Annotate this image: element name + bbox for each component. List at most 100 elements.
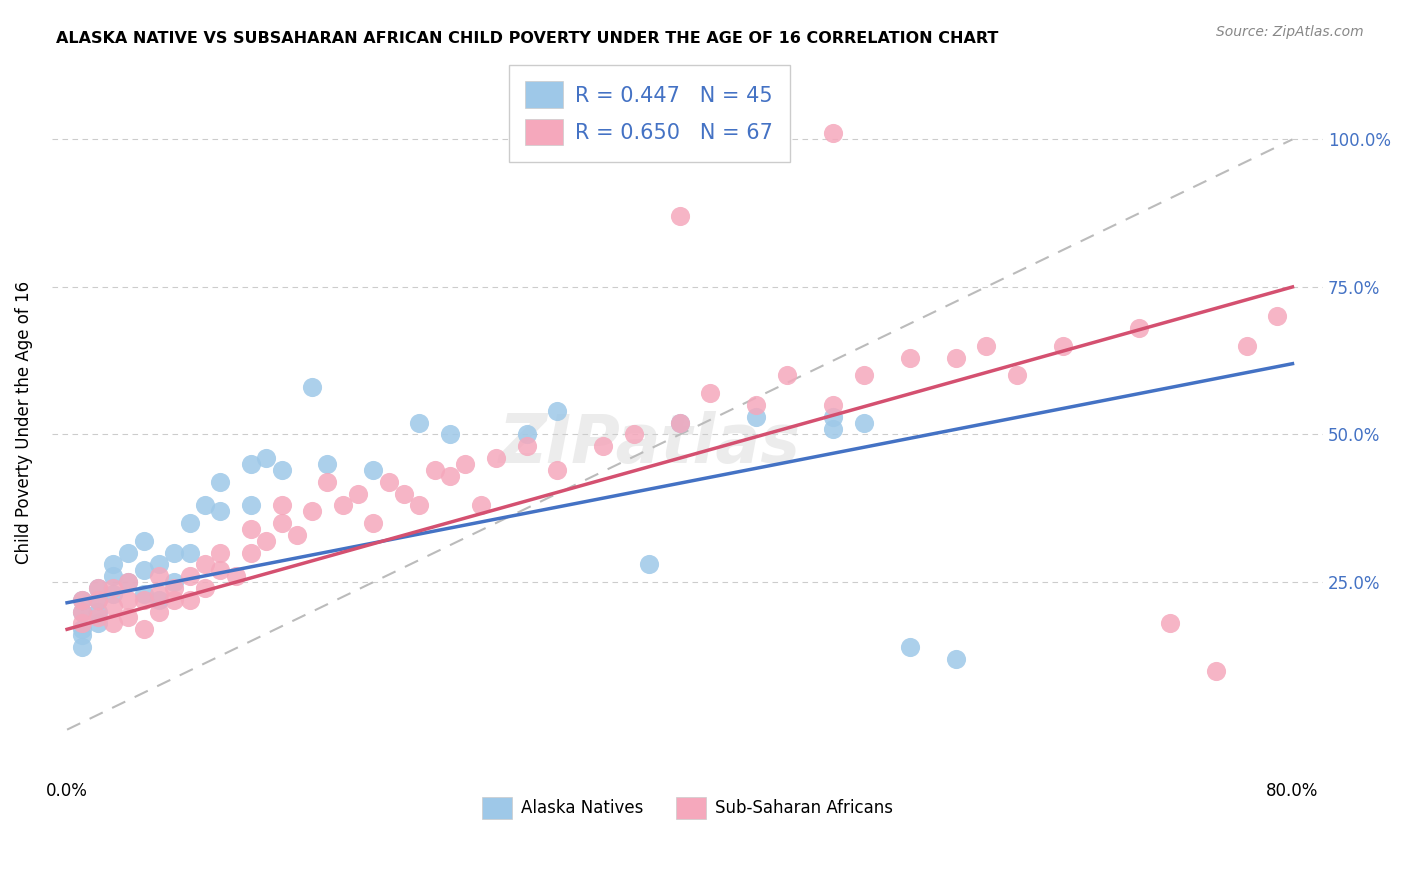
Point [821,409,844,424]
Text: Source: ZipAtlas.com: Source: ZipAtlas.com [1216,25,1364,39]
Point [225,569,247,583]
Point [745,409,768,424]
Point [316,475,339,489]
Point [163,581,186,595]
Point [86,581,108,595]
Point [945,351,967,365]
Point [332,499,354,513]
Point [72,592,94,607]
Point [72,592,94,607]
Point [347,486,370,500]
Point [392,486,415,500]
Point [852,368,875,383]
Point [239,457,262,471]
Point [132,622,155,636]
Point [132,533,155,548]
Point [101,587,124,601]
Point [668,416,690,430]
Point [163,575,186,590]
Point [423,463,446,477]
Point [179,516,201,530]
Point [101,616,124,631]
Point [209,475,232,489]
Point [945,652,967,666]
Point [72,640,94,654]
Point [148,569,170,583]
Point [209,504,232,518]
Point [209,563,232,577]
Point [194,558,217,572]
Point [301,504,323,518]
Point [1236,339,1258,353]
Point [179,569,201,583]
Point [898,351,921,365]
Point [86,592,108,607]
Point [101,581,124,595]
Point [668,416,690,430]
Point [408,499,430,513]
Point [132,592,155,607]
Point [117,575,139,590]
Point [516,427,538,442]
Point [239,499,262,513]
Y-axis label: Child Poverty Under the Age of 16: Child Poverty Under the Age of 16 [15,281,32,565]
Point [101,558,124,572]
Point [1052,339,1074,353]
Text: ALASKA NATIVE VS SUBSAHARAN AFRICAN CHILD POVERTY UNDER THE AGE OF 16 CORRELATIO: ALASKA NATIVE VS SUBSAHARAN AFRICAN CHIL… [56,31,998,46]
Point [363,463,385,477]
Point [209,545,232,559]
Point [1005,368,1028,383]
Point [148,558,170,572]
Text: ZIPatlas: ZIPatlas [498,411,800,477]
Point [592,439,614,453]
Point [72,628,94,642]
Point [117,610,139,624]
Point [194,499,217,513]
Point [898,640,921,654]
Point [72,616,94,631]
Point [239,522,262,536]
Point [270,516,292,530]
Point [821,421,844,435]
Point [72,605,94,619]
Point [821,398,844,412]
Point [974,339,997,353]
Point [316,457,339,471]
Point [179,545,201,559]
Point [470,499,492,513]
Point [363,516,385,530]
Point [117,575,139,590]
Point [72,605,94,619]
Point [163,592,186,607]
Point [117,545,139,559]
Point [101,599,124,613]
Point [852,416,875,430]
Point [270,463,292,477]
Point [270,499,292,513]
Point [86,592,108,607]
Point [148,592,170,607]
Point [377,475,399,489]
Point [745,398,768,412]
Point [254,533,277,548]
Point [163,545,186,559]
Point [1128,321,1150,335]
Point [86,605,108,619]
Point [516,439,538,453]
Point [546,404,568,418]
Point [1265,310,1288,324]
Point [117,592,139,607]
Point [1159,616,1181,631]
Point [546,463,568,477]
Point [821,127,844,141]
Point [86,616,108,631]
Point [132,587,155,601]
Point [132,563,155,577]
Point [239,545,262,559]
Point [194,581,217,595]
Point [101,569,124,583]
Point [86,610,108,624]
Point [776,368,799,383]
Point [179,592,201,607]
Point [285,528,308,542]
